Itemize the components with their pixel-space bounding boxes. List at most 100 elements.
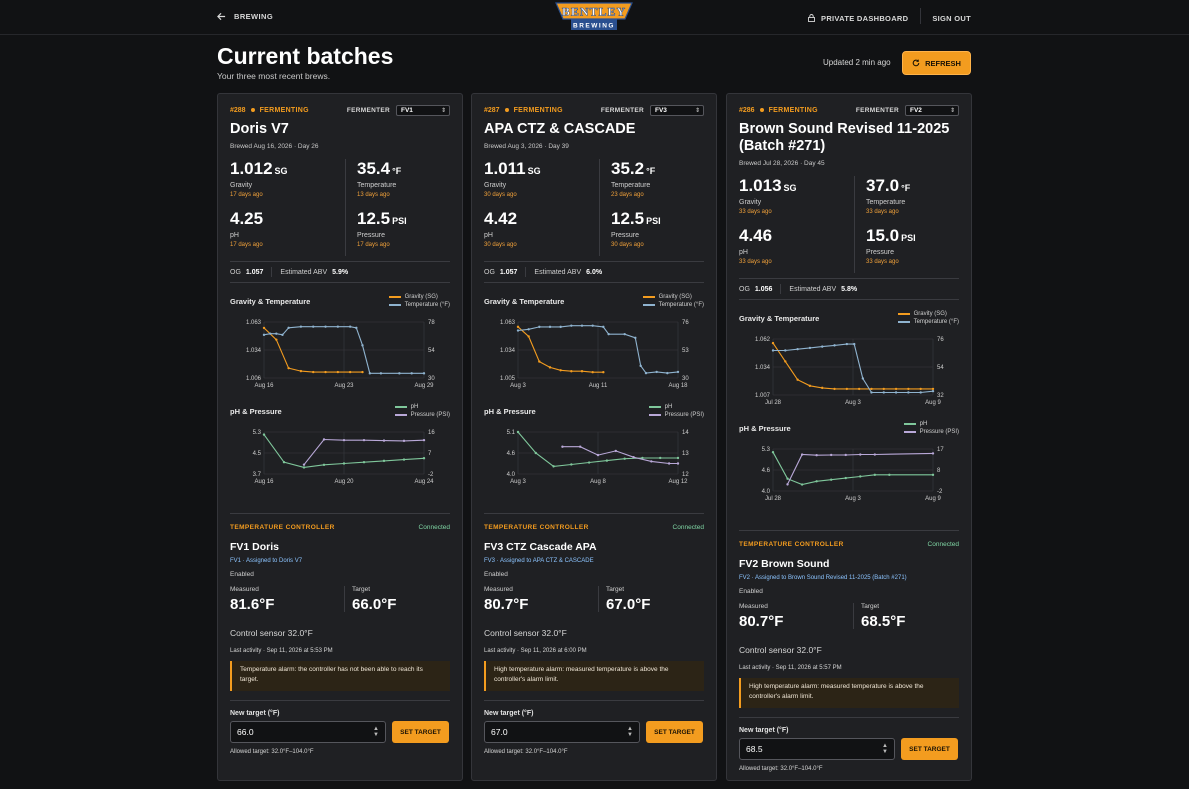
- set-target-button[interactable]: SET TARGET: [646, 721, 703, 743]
- data-point: [859, 475, 862, 478]
- pressure-label: Pressure: [357, 232, 386, 239]
- data-point: [602, 371, 605, 374]
- temperature-metric: 35.4 °F Temperature 13 days ago: [357, 159, 467, 198]
- series-line-primary: [772, 342, 933, 390]
- new-target-label: New target (°F): [484, 710, 534, 717]
- data-point: [282, 460, 286, 464]
- y-left-tick: 3.7: [253, 472, 262, 478]
- back-link[interactable]: BREWING: [217, 12, 273, 21]
- chevron-updown-icon: ⇕: [949, 107, 955, 114]
- divider: [230, 282, 450, 283]
- ph-value: 4.25: [230, 209, 264, 228]
- controller-name: FV3 CTZ Cascade APA: [484, 541, 597, 553]
- data-point: [873, 473, 877, 477]
- x-tick: Aug 11: [589, 383, 608, 389]
- data-point: [821, 386, 824, 390]
- new-target-input[interactable]: 66.0 ▲ ▼: [230, 721, 386, 743]
- gravity-label: Gravity: [739, 199, 762, 206]
- data-point: [570, 463, 573, 466]
- temperature-unit: °F: [901, 183, 911, 193]
- og-divider: [780, 284, 782, 294]
- chevron-updown-icon: ⇕: [694, 107, 700, 114]
- data-point: [422, 438, 426, 442]
- private-dashboard-link[interactable]: PRIVATE DASHBOARD: [808, 14, 920, 23]
- data-point: [894, 391, 898, 394]
- data-point: [873, 453, 877, 456]
- og-divider: [271, 267, 273, 277]
- divider: [230, 261, 450, 262]
- data-point: [676, 456, 680, 460]
- controller-assignment[interactable]: FV3 · Assigned to APA CTZ & CASCADE: [484, 558, 594, 564]
- gravity-unit: SG: [527, 166, 541, 176]
- lock-icon: [808, 14, 815, 22]
- data-point: [786, 477, 789, 480]
- data-point: [907, 391, 910, 394]
- gravity-label: Gravity: [230, 182, 253, 189]
- data-point: [857, 387, 861, 391]
- data-point: [607, 332, 610, 336]
- y-right-tick: 54: [428, 348, 435, 354]
- set-target-button[interactable]: SET TARGET: [392, 721, 449, 743]
- x-tick: Aug 9: [925, 400, 941, 406]
- stepper-icon[interactable]: ▲ ▼: [627, 726, 633, 738]
- data-point: [516, 329, 520, 332]
- fermenter-select[interactable]: FV2 ⇕: [905, 104, 959, 116]
- fermenter-select[interactable]: FV1 ⇕: [396, 104, 450, 116]
- set-target-button[interactable]: SET TARGET: [901, 738, 958, 760]
- ph-pressure-chart: 5.3 4.5 3.7 16 7 -2 Aug 16 Aug 20 Aug 24: [228, 428, 454, 488]
- batch-name: APA CTZ & CASCADE: [484, 121, 636, 137]
- data-point: [623, 332, 626, 336]
- updated-timestamp: Updated 2 min ago: [823, 58, 891, 67]
- y-left-tick: 4.0: [507, 472, 516, 478]
- abv-value: 6.0%: [586, 268, 603, 276]
- status-dot: [250, 108, 255, 112]
- abv-label: Estimated ABV: [280, 268, 328, 276]
- measured-target-divider: [344, 586, 345, 612]
- data-point: [676, 370, 680, 374]
- data-point: [882, 391, 885, 394]
- og-label: OG: [484, 268, 495, 276]
- data-point: [559, 369, 562, 372]
- brand-logo[interactable]: BENTLEY BREWING: [553, 1, 635, 32]
- data-point: [368, 372, 372, 375]
- stepper-icon[interactable]: ▲ ▼: [882, 743, 888, 755]
- pressure-metric: 12.5 PSI Pressure 17 days ago: [357, 209, 467, 248]
- data-point: [632, 456, 635, 459]
- data-point: [422, 457, 426, 460]
- temperature-controller: TEMPERATURE CONTROLLER Connected FV3 CTZ …: [484, 524, 704, 755]
- legend-gravity-label: Gravity (SG): [913, 311, 947, 317]
- data-point: [796, 378, 799, 381]
- data-point: [587, 461, 591, 464]
- measured-label: Measured: [484, 586, 513, 593]
- ph-value: 4.46: [739, 226, 773, 245]
- y-left-tick: 1.063: [246, 320, 262, 326]
- controller-assignment[interactable]: FV2 · Assigned to Brown Sound Revised 11…: [739, 575, 907, 581]
- stepper-icon[interactable]: ▲ ▼: [373, 726, 379, 738]
- new-target-input[interactable]: 67.0 ▲ ▼: [484, 721, 640, 743]
- data-point: [302, 466, 306, 469]
- series-line-primary: [517, 326, 604, 373]
- data-point: [559, 325, 562, 329]
- fermenter-select[interactable]: FV3 ⇕: [650, 104, 704, 116]
- data-point: [570, 324, 573, 327]
- last-activity: Last activity · Sep 11, 2026 at 6:00 PM: [484, 648, 587, 654]
- ph-pressure-chart: 5.3 4.6 4.0 17 8 -2 Jul 28 Aug 3 Aug 9: [737, 445, 963, 505]
- alarm-banner: High temperature alarm: measured tempera…: [739, 678, 959, 708]
- gravity-age: 30 days ago: [484, 192, 517, 198]
- measured-value: 80.7°F: [739, 613, 784, 630]
- data-point: [845, 342, 849, 346]
- new-target-input[interactable]: 68.5 ▲ ▼: [739, 738, 895, 760]
- og-label: OG: [230, 268, 241, 276]
- batch-status: FERMENTING: [513, 106, 563, 114]
- batch-status: FERMENTING: [768, 106, 818, 114]
- controller-assignment[interactable]: FV1 · Assigned to Doris V7: [230, 558, 303, 564]
- controller-name: FV1 Doris: [230, 541, 280, 553]
- sign-out-button[interactable]: SIGN OUT: [932, 13, 971, 23]
- legend-gravity: Gravity (SG): [642, 293, 704, 301]
- data-point: [591, 371, 594, 374]
- connection-status: Connected: [672, 524, 704, 531]
- y-left-tick: 5.3: [762, 447, 771, 453]
- data-point: [382, 439, 386, 442]
- refresh-button[interactable]: REFRESH: [902, 51, 971, 75]
- temperature-controller: TEMPERATURE CONTROLLER Connected FV1 Dori…: [230, 524, 450, 755]
